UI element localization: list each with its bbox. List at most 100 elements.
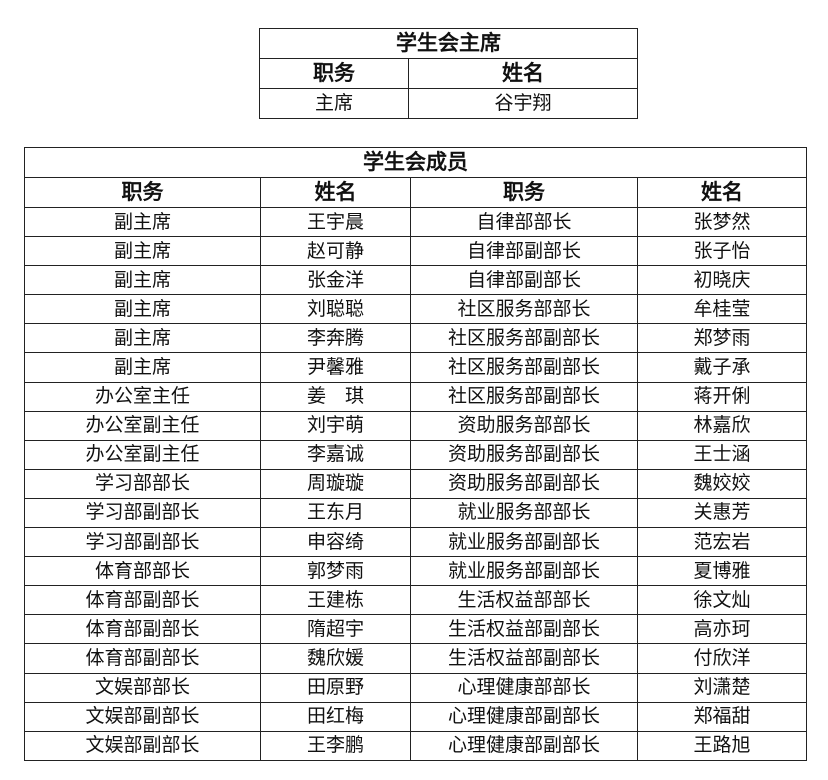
name-cell: 魏欣媛: [260, 643, 411, 674]
header-position: 职务: [259, 58, 409, 89]
table-row: 学习部副部长 王东月 就业服务部部长 关惠芳: [24, 497, 807, 529]
position-cell: 心理健康部副部长: [410, 730, 638, 761]
name-cell: 姜 琪: [260, 381, 411, 412]
name-cell: 赵可静: [260, 236, 411, 267]
president-table: 学生会主席 职务 姓名 主席 谷宇翔: [259, 28, 638, 119]
table-row: 学习部部长 周璇璇 资助服务部副部长 魏姣姣: [24, 468, 807, 499]
table-row: 体育部副部长 魏欣媛 生活权益部副部长 付欣洋: [24, 643, 807, 674]
position-cell: 社区服务部部长: [410, 294, 638, 325]
position-cell: 副主席: [24, 352, 261, 383]
name-cell: 初晓庆: [637, 265, 807, 296]
position-cell: 就业服务部部长: [410, 497, 638, 529]
name-cell: 蒋开俐: [637, 381, 807, 412]
table-row: 文娱部副部长 田红梅 心理健康部副部长 郑福甜: [24, 701, 807, 732]
name-cell: 刘潇楚: [637, 672, 807, 703]
name-cell: 刘聪聪: [260, 294, 411, 325]
name-cell: 王士涵: [637, 439, 807, 470]
name-cell: 尹馨雅: [260, 352, 411, 383]
name-cell: 周璇璇: [260, 468, 411, 499]
table-row: 副主席 赵可静 自律部副部长 张子怡: [24, 236, 807, 267]
members-table: 学生会成员 职务 姓名 职务 姓名 副主席 王宇晨 自律部部长 张梦然 副主席 赵可静 自律部副部…: [24, 147, 807, 761]
position-cell: 自律部副部长: [410, 265, 638, 296]
position-cell: 学习部副部长: [24, 527, 261, 558]
name-cell: 李奔腾: [260, 323, 411, 354]
position-cell: 办公室主任: [24, 381, 261, 412]
position-cell: 学习部副部长: [24, 497, 261, 529]
header-name: 姓名: [408, 58, 638, 89]
header-name: 姓名: [260, 177, 411, 208]
name-cell: 李嘉诚: [260, 439, 411, 470]
table-row: 副主席 张金洋 自律部副部长 初晓庆: [24, 265, 807, 296]
table-row: 办公室主任姜 琪社区服务部副部长 蒋开俐: [24, 381, 807, 412]
name-cell: 戴子承: [637, 352, 807, 383]
name-cell: 高亦珂: [637, 614, 807, 645]
name-cell: 王李鹏: [260, 730, 411, 761]
position-cell: 副主席: [24, 294, 261, 325]
name-cell: 郭梦雨: [260, 556, 411, 587]
position-cell: 社区服务部副部长: [410, 381, 638, 412]
name-cell: 王东月: [260, 497, 411, 529]
name-cell: 张梦然: [637, 206, 807, 238]
position-cell: 体育部副部长: [24, 614, 261, 645]
table-row: 副主席 李奔腾 社区服务部副部长 郑梦雨: [24, 323, 807, 354]
position-cell: 体育部部长: [24, 556, 261, 587]
position-cell: 社区服务部副部长: [410, 323, 638, 354]
name-cell: 牟桂莹: [637, 294, 807, 325]
position-cell: 办公室副主任: [24, 439, 261, 470]
position-cell: 社区服务部副部长: [410, 352, 638, 383]
position-cell: 学习部部长: [24, 468, 261, 499]
position-cell: 心理健康部部长: [410, 672, 638, 703]
table-row: 体育部副部长 王建栋 生活权益部部长 徐文灿: [24, 585, 807, 616]
members-table-title: 学生会成员: [24, 147, 807, 178]
table-row: 副主席 刘聪聪 社区服务部部长 牟桂莹: [24, 294, 807, 325]
header-position: 职务: [24, 177, 261, 208]
name-cell: 郑梦雨: [637, 323, 807, 354]
position-cell: 办公室副主任: [24, 410, 261, 441]
position-cell: 心理健康部副部长: [410, 701, 638, 732]
name-cell: 徐文灿: [637, 585, 807, 616]
table-row: 体育部部长 郭梦雨 就业服务部副部长 夏博雅: [24, 556, 807, 587]
position-cell: 副主席: [24, 206, 261, 238]
name-cell: 范宏岩: [637, 527, 807, 558]
position-cell: 就业服务部副部长: [410, 556, 638, 587]
table-row: 办公室副主任 李嘉诚 资助服务部副部长 王士涵: [24, 439, 807, 470]
position-cell: 副主席: [24, 236, 261, 267]
name-cell: 关惠芳: [637, 497, 807, 529]
president-position: 主席: [259, 88, 409, 119]
name-cell: 隋超宇: [260, 614, 411, 645]
table-row: 文娱部副部长 王李鹏 心理健康部副部长 王路旭: [24, 730, 807, 761]
name-cell: 刘宇萌: [260, 410, 411, 441]
position-cell: 文娱部副部长: [24, 730, 261, 761]
name-cell: 田原野: [260, 672, 411, 703]
name-cell: 夏博雅: [637, 556, 807, 587]
president-name: 谷宇翔: [408, 88, 638, 119]
table-row: 体育部副部长 隋超宇 生活权益部副部长 高亦珂: [24, 614, 807, 645]
position-cell: 资助服务部部长: [410, 410, 638, 441]
name-cell: 张子怡: [637, 236, 807, 267]
table-row: 副主席 尹馨雅 社区服务部副部长 戴子承: [24, 352, 807, 383]
name-cell: 田红梅: [260, 701, 411, 732]
table-row: 副主席 王宇晨 自律部部长 张梦然: [24, 206, 807, 238]
name-cell: 王宇晨: [260, 206, 411, 238]
position-cell: 资助服务部副部长: [410, 439, 638, 470]
table-row: 学习部副部长 申容绮 就业服务部副部长 范宏岩: [24, 527, 807, 558]
position-cell: 生活权益部部长: [410, 585, 638, 616]
name-cell: 张金洋: [260, 265, 411, 296]
header-position: 职务: [410, 177, 638, 208]
name-cell: 林嘉欣: [637, 410, 807, 441]
position-cell: 生活权益部副部长: [410, 643, 638, 674]
position-cell: 文娱部副部长: [24, 701, 261, 732]
position-cell: 文娱部部长: [24, 672, 261, 703]
name-cell: 郑福甜: [637, 701, 807, 732]
position-cell: 副主席: [24, 265, 261, 296]
name-cell: 王建栋: [260, 585, 411, 616]
position-cell: 就业服务部副部长: [410, 527, 638, 558]
name-cell: 王路旭: [637, 730, 807, 761]
president-table-title: 学生会主席: [259, 28, 638, 59]
position-cell: 副主席: [24, 323, 261, 354]
position-cell: 资助服务部副部长: [410, 468, 638, 499]
position-cell: 体育部副部长: [24, 585, 261, 616]
header-name: 姓名: [637, 177, 807, 208]
name-cell: 申容绮: [260, 527, 411, 558]
name-cell: 付欣洋: [637, 643, 807, 674]
